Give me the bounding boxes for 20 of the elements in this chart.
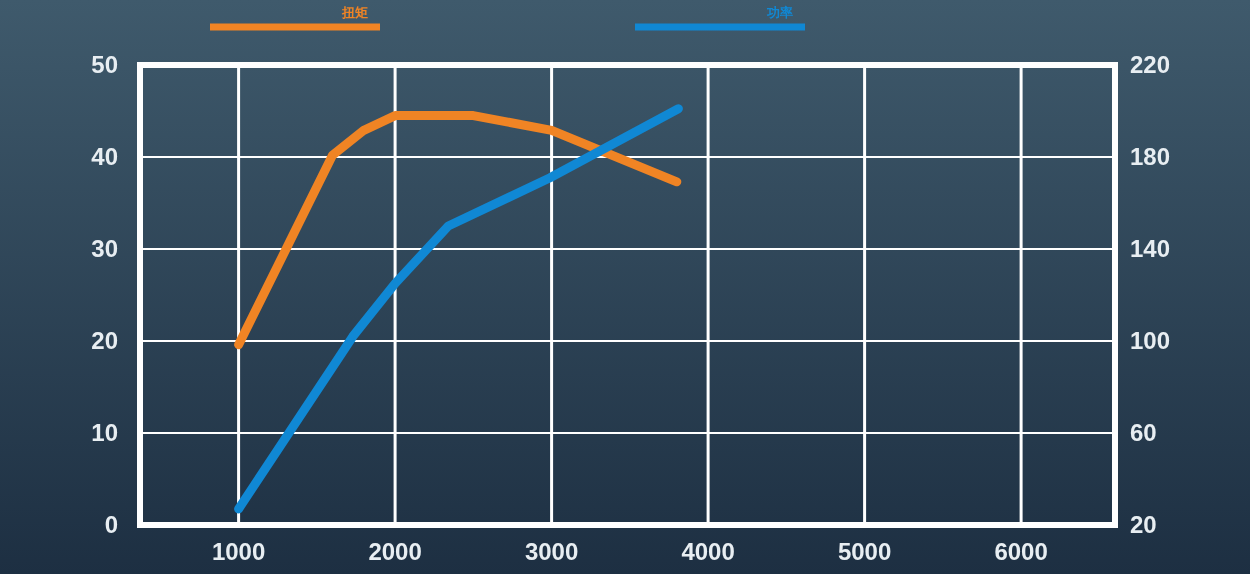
y2-tick-label: 140: [1130, 235, 1171, 262]
y-tick-label: 40: [91, 143, 118, 170]
y2-tick-label: 180: [1130, 143, 1171, 170]
x-tick-label: 4000: [681, 538, 735, 565]
x-tick-label: 2000: [368, 538, 422, 565]
y2-tick-label: 60: [1130, 419, 1157, 446]
x-tick-label: 1000: [211, 538, 266, 565]
y2-tick-label: 20: [1130, 511, 1157, 538]
y-tick-label: 10: [91, 419, 118, 446]
y2-tick-label: 220: [1130, 51, 1171, 78]
y-tick-label: 0: [104, 511, 118, 538]
x-tick-label: 5000: [837, 538, 892, 565]
text: 功率: [766, 5, 793, 20]
y2-tick-label: 100: [1130, 327, 1171, 354]
y-tick-label: 20: [91, 327, 118, 354]
text: 扭矩: [341, 5, 368, 20]
y-tick-label: 30: [91, 235, 118, 262]
x-tick-label: 6000: [994, 538, 1048, 565]
x-tick-label: 3000: [524, 538, 579, 565]
y-tick-label: 50: [91, 51, 118, 78]
